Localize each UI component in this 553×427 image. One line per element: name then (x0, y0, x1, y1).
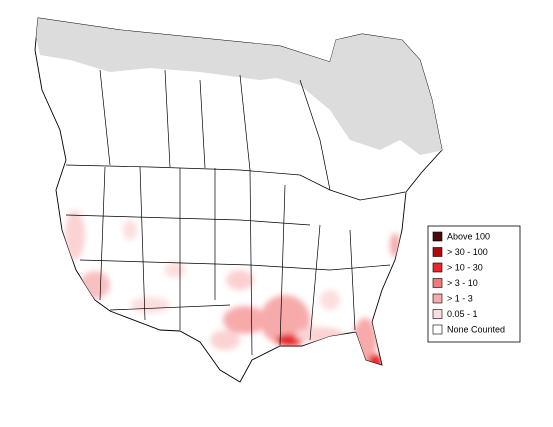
legend-label: 0.05 - 1 (447, 309, 478, 319)
border (65, 214, 391, 311)
legend-label: > 30 - 100 (447, 247, 488, 257)
political-borders (65, 69, 406, 356)
legend-label: > 3 - 10 (447, 278, 478, 288)
legend-label: > 10 - 30 (447, 262, 483, 272)
legend-label: None Counted (447, 324, 505, 334)
legend-swatch (432, 293, 443, 304)
border (99, 69, 331, 191)
legend-swatch (432, 309, 443, 319)
legend-swatch (432, 231, 443, 242)
legend-swatch (432, 247, 443, 257)
legend-label: > 1 - 3 (447, 293, 473, 303)
tundra-region (250, 30, 442, 155)
legend: Above 100 > 30 - 100 > 10 - 30 > 3 - 10 > 1 … (427, 225, 521, 343)
border (99, 166, 356, 356)
legend-box (427, 225, 521, 343)
border (65, 164, 406, 201)
legend-swatch (432, 262, 443, 273)
legend-swatch (432, 324, 443, 335)
legend-label: Above 100 (447, 231, 490, 241)
legend-swatch (432, 278, 443, 288)
